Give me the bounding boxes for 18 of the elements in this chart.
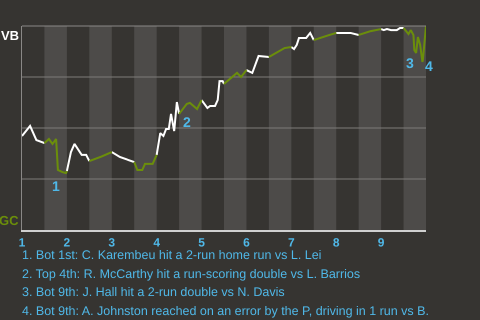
x-tick-label: 8 <box>332 235 340 250</box>
text: 2. Top 4th: R. McCarthy hit a run-scoring double vs L. Barrios <box>22 267 360 281</box>
x-tick-label: 7 <box>288 235 295 250</box>
text: VB <box>1 28 20 43</box>
x-tick-label: 6 <box>243 235 250 250</box>
text: 4. Bot 9th: A. Johnston reached on an error by the P, driving in 1 run vs B. <box>22 304 429 318</box>
x-tick-label: 9 <box>378 235 385 250</box>
annotation: 4 <box>425 58 433 74</box>
x-tick-label: 2 <box>64 235 71 250</box>
x-tick-label: 3 <box>108 235 116 250</box>
x-tick-label: 4 <box>153 235 160 250</box>
x-tick-label: 1 <box>18 235 26 250</box>
text: 1. Bot 1st: C. Karembeu hit a 2-run home run vs L. Lei <box>22 248 322 262</box>
annotation: 2 <box>183 114 191 130</box>
text: 3. Bot 9th: J. Hall hit a 2-run double vs N. Davis <box>22 285 285 299</box>
annotation: 3 <box>406 55 414 71</box>
annotation: 1 <box>52 178 60 194</box>
x-tick-label: 5 <box>198 235 206 250</box>
